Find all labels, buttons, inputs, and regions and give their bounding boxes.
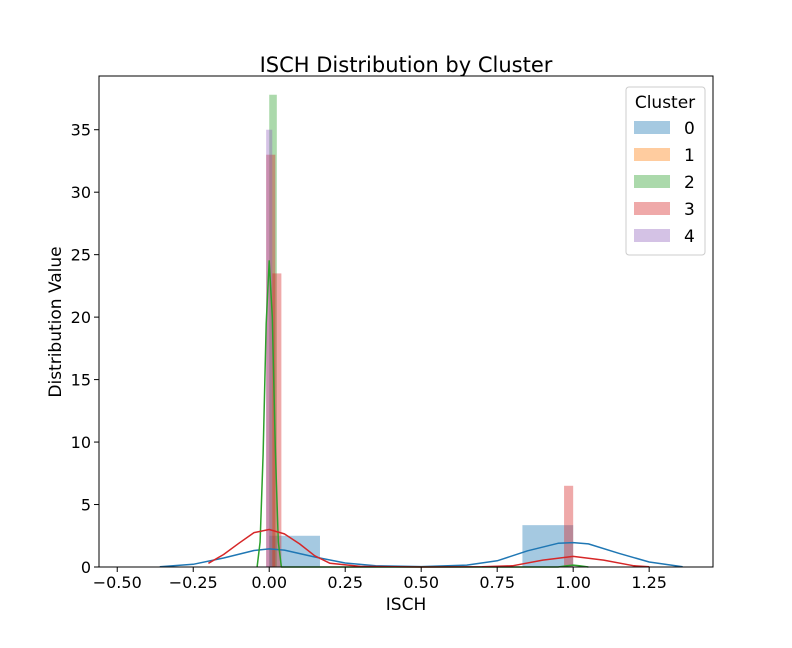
kde-line-cluster-2 [256,260,589,568]
y-tick-label: 20 [71,308,91,327]
x-axis-label: ISCH [386,595,426,615]
y-tick-label: 25 [71,246,91,265]
legend-title: Cluster [635,93,695,113]
x-tick-label: 0.25 [327,573,363,592]
x-tick-label: −0.50 [93,573,142,592]
y-axis-label: Distribution Value [46,246,66,397]
legend-swatch-cluster-4 [634,229,670,242]
y-axis-ticks: 0 5 10 15 20 25 30 35 [71,121,99,577]
legend-swatch-cluster-3 [634,202,670,215]
legend-swatch-cluster-2 [634,175,670,188]
histogram-bar-cluster-3 [266,154,276,567]
histogram-bar-cluster-3 [272,273,282,567]
plot-frame [98,75,714,568]
legend-label-cluster-2: 2 [684,173,695,193]
x-tick-label: 0.50 [403,573,439,592]
x-tick-label: 1.25 [631,573,667,592]
legend: Cluster 0 1 2 3 4 [625,86,706,256]
x-tick-label: 1.00 [555,573,591,592]
legend-frame [625,86,706,256]
legend-label-cluster-3: 3 [684,200,695,220]
y-tick-label: 15 [71,371,91,390]
histogram-bar-cluster-4 [266,129,273,567]
y-tick-label: 10 [71,433,91,452]
x-axis-ticks: −0.50 −0.25 0.00 0.25 0.50 0.75 1.00 1.25 [93,567,667,592]
kde-line-cluster-3 [208,528,650,568]
legend-swatch-cluster-0 [634,121,670,134]
legend-swatch-cluster-1 [634,148,670,161]
y-tick-label: 0 [81,558,91,577]
y-tick-label: 5 [81,496,91,515]
legend-label-cluster-0: 0 [684,119,695,139]
x-tick-label: 0.75 [479,573,515,592]
histogram-bar-cluster-3 [564,485,574,567]
legend-entries: 0 1 2 3 4 [634,119,695,247]
y-tick-label: 30 [71,183,91,202]
legend-label-cluster-1: 1 [684,146,695,166]
y-tick-label: 35 [71,121,91,140]
legend-label-cluster-4: 4 [684,227,695,247]
chart-title: ISCH Distribution by Cluster [260,53,553,77]
x-tick-label: −0.25 [169,573,218,592]
x-tick-label: 0.00 [251,573,287,592]
